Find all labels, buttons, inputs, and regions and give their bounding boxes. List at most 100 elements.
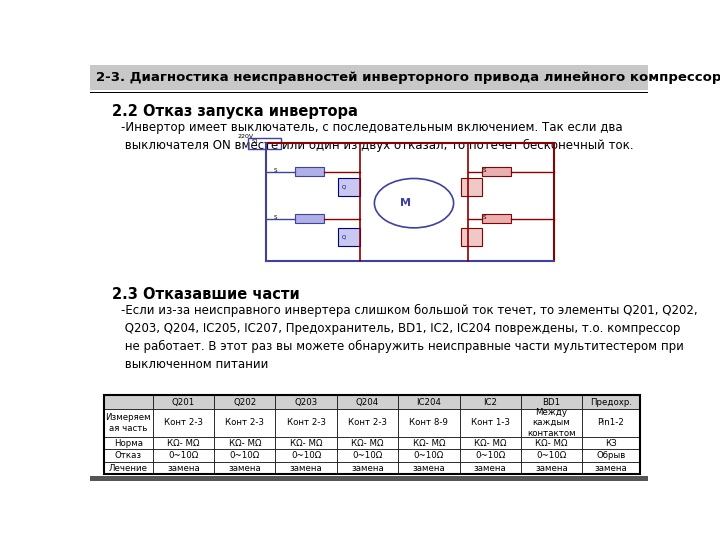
Bar: [153, 395, 214, 409]
Text: S: S: [274, 215, 277, 220]
Text: КΩ- МΩ: КΩ- МΩ: [228, 438, 261, 448]
Text: замена: замена: [535, 464, 568, 472]
Bar: [153, 449, 214, 462]
Text: BD1: BD1: [543, 397, 561, 407]
FancyBboxPatch shape: [90, 65, 648, 90]
Bar: [276, 395, 337, 409]
Bar: [276, 409, 337, 437]
Text: 0~10Ω: 0~10Ω: [352, 451, 382, 460]
Bar: [295, 167, 324, 176]
Bar: [398, 449, 459, 462]
Text: КΩ- МΩ: КΩ- МΩ: [413, 438, 445, 448]
Bar: [398, 462, 459, 474]
Text: Q: Q: [342, 185, 346, 190]
Bar: [153, 409, 214, 437]
Bar: [276, 449, 337, 462]
Text: Конт 1-3: Конт 1-3: [471, 418, 510, 427]
Bar: [90, 476, 648, 481]
Bar: [582, 449, 639, 462]
Bar: [521, 449, 582, 462]
Text: Измеряем
ая часть: Измеряем ая часть: [106, 413, 151, 433]
Text: замена: замена: [474, 464, 507, 472]
Text: КΩ- МΩ: КΩ- МΩ: [536, 438, 568, 448]
Text: Отказ: Отказ: [114, 451, 142, 460]
Bar: [104, 395, 153, 409]
Bar: [521, 409, 582, 437]
Text: Между
каждым
контактом: Между каждым контактом: [527, 408, 576, 438]
Text: Конт 2-3: Конт 2-3: [164, 418, 203, 427]
Bar: [248, 138, 281, 150]
Text: S: S: [482, 215, 486, 220]
Bar: [104, 395, 639, 474]
Bar: [461, 228, 482, 246]
Bar: [337, 395, 398, 409]
Text: Обрыв: Обрыв: [596, 451, 626, 460]
Bar: [90, 92, 648, 93]
Bar: [104, 437, 153, 449]
Bar: [276, 437, 337, 449]
Text: Q: Q: [342, 234, 346, 239]
Text: Лечение: Лечение: [109, 464, 148, 472]
Bar: [459, 395, 521, 409]
Text: -Инвертор имеет выключатель, с последовательным включением. Так если два
 выключ: -Инвертор имеет выключатель, с последова…: [121, 121, 634, 152]
Bar: [459, 437, 521, 449]
Bar: [337, 462, 398, 474]
Bar: [461, 179, 482, 197]
Text: 2.2 Отказ запуска инвертора: 2.2 Отказ запуска инвертора: [112, 104, 358, 119]
Bar: [153, 462, 214, 474]
Bar: [214, 409, 276, 437]
Bar: [459, 462, 521, 474]
Bar: [338, 228, 360, 246]
Text: Pin1-2: Pin1-2: [598, 418, 624, 427]
Bar: [337, 437, 398, 449]
Text: КΩ- МΩ: КΩ- МΩ: [351, 438, 384, 448]
Bar: [521, 395, 582, 409]
Bar: [582, 462, 639, 474]
Bar: [459, 449, 521, 462]
Text: M: M: [400, 198, 410, 208]
Bar: [398, 409, 459, 437]
Text: IC204: IC204: [416, 397, 441, 407]
Bar: [398, 437, 459, 449]
Bar: [337, 409, 398, 437]
Text: замена: замена: [413, 464, 445, 472]
Bar: [153, 437, 214, 449]
Bar: [214, 462, 276, 474]
Text: КΩ- МΩ: КΩ- МΩ: [167, 438, 199, 448]
Text: КЗ: КЗ: [605, 438, 617, 448]
Text: 2-3. Диагностика неисправностей инверторного привода линейного компрессора (3/6): 2-3. Диагностика неисправностей инвертор…: [96, 71, 720, 84]
Text: КΩ- МΩ: КΩ- МΩ: [474, 438, 506, 448]
Bar: [582, 437, 639, 449]
Text: Норма: Норма: [114, 438, 143, 448]
Bar: [338, 179, 360, 197]
Bar: [582, 409, 639, 437]
Text: 0~10Ω: 0~10Ω: [230, 451, 260, 460]
Bar: [295, 214, 324, 224]
Bar: [521, 437, 582, 449]
Bar: [104, 462, 153, 474]
Text: Конт 2-3: Конт 2-3: [287, 418, 325, 427]
Text: КΩ- МΩ: КΩ- МΩ: [290, 438, 323, 448]
Bar: [337, 449, 398, 462]
Text: Q204: Q204: [356, 397, 379, 407]
Text: 220V: 220V: [238, 134, 253, 139]
Text: 0~10Ω: 0~10Ω: [536, 451, 567, 460]
Text: 2.3 Отказавшие части: 2.3 Отказавшие части: [112, 287, 300, 302]
Text: Конт 8-9: Конт 8-9: [410, 418, 449, 427]
Text: замена: замена: [595, 464, 627, 472]
Text: Q201: Q201: [172, 397, 195, 407]
Bar: [521, 462, 582, 474]
Text: -Если из-за неисправного инвертера слишком большой ток течет, то элементы Q201, : -Если из-за неисправного инвертера слишк…: [121, 304, 697, 371]
Bar: [214, 449, 276, 462]
Bar: [398, 395, 459, 409]
Text: IC2: IC2: [483, 397, 498, 407]
Text: Предохр.: Предохр.: [590, 397, 632, 407]
Bar: [482, 214, 511, 224]
Text: S1: S1: [252, 139, 259, 144]
Text: 0~10Ω: 0~10Ω: [291, 451, 321, 460]
Text: 0~10Ω: 0~10Ω: [475, 451, 505, 460]
Bar: [482, 167, 511, 176]
Text: замена: замена: [289, 464, 323, 472]
Text: Конт 2-3: Конт 2-3: [225, 418, 264, 427]
Text: замена: замена: [228, 464, 261, 472]
